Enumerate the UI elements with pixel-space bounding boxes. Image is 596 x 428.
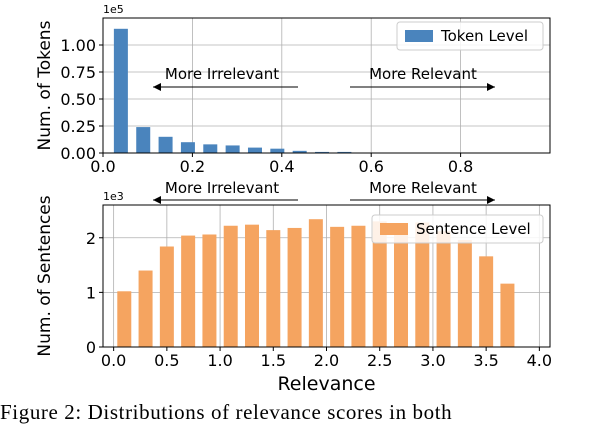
x-tick-label: 3.0 [420,351,445,370]
bar [180,142,195,153]
bar [351,225,366,347]
bar [202,234,217,347]
x-tick-label: 1.0 [207,351,232,370]
bar [436,231,451,347]
bar [203,144,218,153]
x-tick-label: 0.2 [180,157,205,176]
annotation-arrow-head [487,83,495,91]
bar [372,221,387,347]
bar [270,148,285,153]
x-tick-label: 0.8 [448,157,473,176]
bar [158,136,173,153]
x-tick-label: 2.0 [314,351,339,370]
x-axis-label: Relevance [277,373,375,395]
legend-label: Token Level [440,27,528,45]
bar [315,151,330,153]
bar [500,283,515,347]
annotation-arrow-head [153,83,161,91]
bar [225,145,240,153]
x-tick-label: 0.5 [154,351,179,370]
bar [337,151,352,153]
y-tick-label: 1.00 [60,36,96,55]
y-tick-label: 0 [86,338,96,357]
bar [245,224,259,347]
annotation-arrow-head [153,196,161,204]
bar [479,256,494,347]
legend-box [371,214,544,244]
axis-scale-label: 1e3 [103,190,124,203]
bar [287,227,302,347]
x-tick-label: 2.5 [367,351,392,370]
bar [292,150,307,153]
bar [138,270,153,347]
annotation-more-relevant: More Relevant [369,179,477,197]
bar [113,28,128,153]
bar [136,127,151,153]
bar [223,225,238,347]
y-axis-label: Num. of Sentences [35,195,55,356]
bar [308,219,323,347]
annotation-arrow-head [487,196,495,204]
bar [159,246,174,347]
figure-caption: Figure 2: Distributions of relevance sco… [0,400,453,424]
y-tick-label: 1 [86,283,96,302]
bar [117,291,132,347]
x-tick-label: 0.4 [269,157,294,176]
x-tick-label: 4.0 [527,351,552,370]
y-tick-label: 0.50 [60,90,96,109]
bar [181,235,196,347]
y-tick-label: 0.75 [60,63,96,82]
axes-frame [102,17,551,154]
bar [394,231,408,347]
y-tick-label: 0.00 [60,144,96,163]
x-tick-label: 1.5 [261,351,286,370]
annotation-more-irrelevant: More Irrelevant [165,179,279,197]
figure: 0.000.250.500.751.000.0 0.2 0.4 0.6 0.81e5Nu… [35,3,552,395]
bar [247,147,262,153]
bar [330,226,345,347]
annotation-more-irrelevant: More Irrelevant [165,65,279,83]
legend-swatch [405,30,433,42]
sentence-level-panel: 0 1 2 0.0 0.5 1.0 1.5 2.0 2.5 3.0 3.5 4.0 1e3 Num. of… [35,179,552,395]
x-tick-label: 0.6 [358,157,383,176]
y-tick-label: 0.25 [60,117,96,136]
legend-label: Sentence Level [416,220,531,238]
x-tick-label: 0.0 [101,351,126,370]
axis-scale-label: 1e5 [103,3,124,16]
token-level-panel: 0.00 0.25 0.50 0.75 1.00 0.0 0.2 0.4 0.6 0.8 1e5 Nu… [35,3,551,176]
bar [266,230,281,347]
x-tick-label: 3.5 [473,351,498,370]
bar [415,222,430,347]
legend-swatch [380,223,408,235]
bar [457,239,472,347]
y-tick-label: 2 [86,229,96,248]
annotation-more-relevant: More Relevant [369,65,477,83]
x-tick-label: 0.0 [90,157,115,176]
y-axis-label: Num. of Tokens [35,20,55,150]
legend-box [396,21,544,51]
